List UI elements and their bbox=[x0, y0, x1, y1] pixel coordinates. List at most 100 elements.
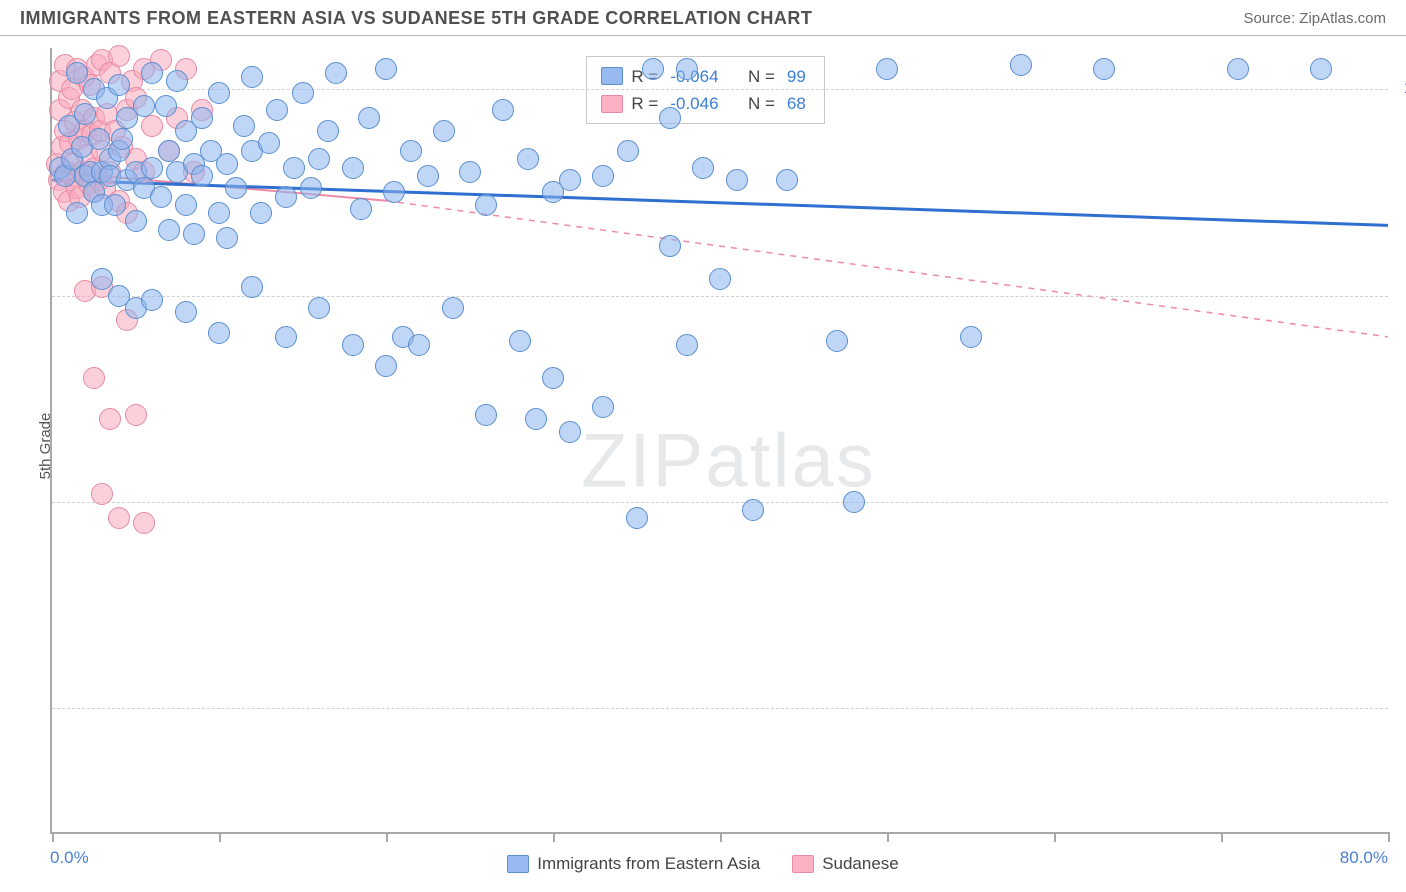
x-tick bbox=[386, 832, 388, 842]
bottom-legend-label: Sudanese bbox=[822, 854, 899, 874]
scatter-point-pink bbox=[141, 115, 163, 137]
scatter-point-blue bbox=[104, 194, 126, 216]
scatter-point-blue bbox=[676, 334, 698, 356]
bottom-legend-item: Sudanese bbox=[792, 854, 899, 874]
scatter-point-blue bbox=[592, 396, 614, 418]
scatter-point-blue bbox=[325, 62, 347, 84]
scatter-point-blue bbox=[111, 128, 133, 150]
scatter-point-blue bbox=[258, 132, 280, 154]
scatter-point-blue bbox=[208, 322, 230, 344]
legend-swatch bbox=[507, 855, 529, 873]
scatter-point-blue bbox=[960, 326, 982, 348]
scatter-point-blue bbox=[275, 326, 297, 348]
scatter-point-blue bbox=[542, 367, 564, 389]
scatter-point-blue bbox=[383, 181, 405, 203]
scatter-point-blue bbox=[233, 115, 255, 137]
scatter-point-blue bbox=[659, 107, 681, 129]
stat-n-label: N = bbox=[748, 90, 775, 117]
scatter-point-pink bbox=[125, 404, 147, 426]
scatter-point-blue bbox=[155, 95, 177, 117]
scatter-point-blue bbox=[158, 219, 180, 241]
scatter-point-blue bbox=[141, 157, 163, 179]
legend-swatch bbox=[601, 95, 623, 113]
scatter-point-pink bbox=[108, 45, 130, 67]
scatter-point-blue bbox=[433, 120, 455, 142]
bottom-legend: Immigrants from Eastern Asia Sudanese bbox=[0, 854, 1406, 874]
scatter-point-blue bbox=[133, 95, 155, 117]
x-tick bbox=[1388, 832, 1390, 842]
scatter-point-blue bbox=[626, 507, 648, 529]
x-tick bbox=[1221, 832, 1223, 842]
stats-legend-row: R =-0.046 N =68 bbox=[601, 90, 809, 117]
x-tick bbox=[553, 832, 555, 842]
y-tick-label: 85.0% bbox=[1396, 701, 1406, 719]
scatter-point-blue bbox=[250, 202, 272, 224]
scatter-point-blue bbox=[191, 107, 213, 129]
scatter-point-blue bbox=[742, 499, 764, 521]
gridline bbox=[52, 502, 1388, 503]
scatter-point-blue bbox=[225, 177, 247, 199]
scatter-point-pink bbox=[91, 483, 113, 505]
scatter-point-blue bbox=[475, 194, 497, 216]
watermark-bold: ZIP bbox=[581, 418, 705, 503]
scatter-point-blue bbox=[66, 62, 88, 84]
scatter-point-blue bbox=[525, 408, 547, 430]
scatter-point-blue bbox=[283, 157, 305, 179]
scatter-point-blue bbox=[358, 107, 380, 129]
stat-n-label: N = bbox=[748, 63, 775, 90]
scatter-point-pink bbox=[83, 367, 105, 389]
scatter-point-blue bbox=[559, 169, 581, 191]
chart-header: IMMIGRANTS FROM EASTERN ASIA VS SUDANESE… bbox=[0, 0, 1406, 36]
scatter-point-blue bbox=[208, 82, 230, 104]
bottom-legend-label: Immigrants from Eastern Asia bbox=[537, 854, 760, 874]
scatter-point-blue bbox=[1093, 58, 1115, 80]
scatter-point-blue bbox=[843, 491, 865, 513]
scatter-point-blue bbox=[141, 62, 163, 84]
scatter-point-blue bbox=[1010, 54, 1032, 76]
scatter-point-blue bbox=[342, 157, 364, 179]
scatter-point-blue bbox=[158, 140, 180, 162]
scatter-point-blue bbox=[66, 202, 88, 224]
scatter-point-blue bbox=[125, 210, 147, 232]
x-tick bbox=[219, 832, 221, 842]
scatter-point-blue bbox=[408, 334, 430, 356]
scatter-point-blue bbox=[317, 120, 339, 142]
scatter-point-blue bbox=[175, 301, 197, 323]
scatter-point-blue bbox=[676, 58, 698, 80]
scatter-point-blue bbox=[88, 128, 110, 150]
stat-n-value: 99 bbox=[783, 63, 810, 90]
scatter-point-blue bbox=[442, 297, 464, 319]
scatter-point-blue bbox=[150, 186, 172, 208]
scatter-point-blue bbox=[275, 186, 297, 208]
scatter-point-blue bbox=[375, 355, 397, 377]
scatter-point-blue bbox=[108, 285, 130, 307]
x-tick bbox=[887, 832, 889, 842]
y-tick-label: 95.0% bbox=[1396, 287, 1406, 305]
scatter-point-blue bbox=[659, 235, 681, 257]
scatter-point-blue bbox=[709, 268, 731, 290]
bottom-legend-item: Immigrants from Eastern Asia bbox=[507, 854, 760, 874]
scatter-point-blue bbox=[417, 165, 439, 187]
scatter-point-blue bbox=[216, 153, 238, 175]
scatter-point-blue bbox=[517, 148, 539, 170]
scatter-point-blue bbox=[375, 58, 397, 80]
scatter-point-blue bbox=[308, 148, 330, 170]
x-tick bbox=[52, 832, 54, 842]
scatter-point-blue bbox=[141, 289, 163, 311]
scatter-point-pink bbox=[133, 512, 155, 534]
scatter-point-blue bbox=[1310, 58, 1332, 80]
scatter-point-blue bbox=[216, 227, 238, 249]
watermark: ZIPatlas bbox=[581, 417, 876, 504]
gridline bbox=[52, 708, 1388, 709]
scatter-point-blue bbox=[91, 268, 113, 290]
scatter-point-blue bbox=[642, 58, 664, 80]
gridline bbox=[52, 89, 1388, 90]
scatter-point-blue bbox=[292, 82, 314, 104]
scatter-point-blue bbox=[241, 66, 263, 88]
scatter-point-blue bbox=[876, 58, 898, 80]
scatter-point-blue bbox=[300, 177, 322, 199]
scatter-point-blue bbox=[74, 103, 96, 125]
trend-lines bbox=[52, 48, 1388, 832]
stats-legend-row: R =-0.064 N =99 bbox=[601, 63, 809, 90]
scatter-point-blue bbox=[175, 194, 197, 216]
